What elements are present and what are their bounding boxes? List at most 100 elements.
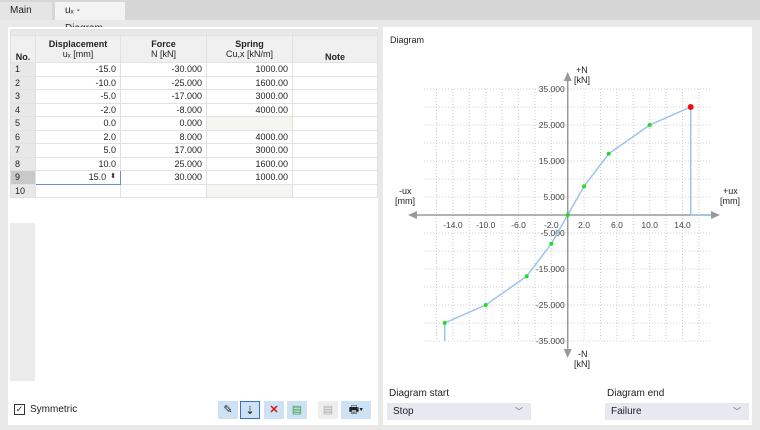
y-tick-label: 35.000	[539, 84, 565, 94]
data-point	[606, 151, 611, 156]
force-cell[interactable]: 17.000	[120, 143, 207, 158]
note-cell[interactable]	[292, 183, 378, 198]
row-number[interactable]: 4	[10, 102, 36, 117]
spinner-icon[interactable]: ⬍	[110, 173, 116, 181]
row-number[interactable]: 8	[10, 156, 36, 171]
displacement-cell[interactable]: -10.0	[35, 75, 121, 90]
row-number[interactable]: 6	[10, 129, 36, 144]
spring-cell[interactable]: 1600.00	[206, 75, 293, 90]
checkbox-icon[interactable]: ✓	[14, 404, 25, 415]
pos-n-label: +N	[576, 65, 588, 75]
spring-cell[interactable]: 3000.00	[206, 89, 293, 104]
force-cell[interactable]: 0.000	[120, 116, 207, 131]
spring-cell[interactable]: 1600.00	[206, 156, 293, 171]
sort-button[interactable]: ⇣	[240, 401, 260, 419]
tab-main[interactable]: Main	[0, 2, 52, 20]
x-tick-label: -10.0	[476, 220, 496, 230]
data-point	[549, 241, 554, 246]
table-row[interactable]: 1 -15.0 -30.000 1000.00	[10, 62, 378, 77]
x-tick-label: 2.0	[578, 220, 590, 230]
displacement-cell[interactable]	[35, 183, 121, 198]
displacement-cell[interactable]: ⬍ 15.0	[35, 170, 121, 185]
table-row[interactable]: 8 10.0 25.000 1600.00	[10, 156, 378, 171]
force-cell[interactable]: -30.000	[120, 62, 207, 77]
y-tick-label: 15.000	[539, 156, 565, 166]
print-button[interactable]: 🖶▾	[341, 401, 371, 419]
x-tick-label: 6.0	[611, 220, 623, 230]
spring-cell[interactable]: 4000.00	[206, 102, 293, 117]
displacement-cell[interactable]: 2.0	[35, 129, 121, 144]
y-tick-label: -25.000	[536, 300, 565, 310]
note-cell[interactable]	[292, 89, 378, 104]
force-cell[interactable]: 25.000	[120, 156, 207, 171]
table-row[interactable]: 3 -5.0 -17.000 3000.00	[10, 89, 378, 104]
table-row[interactable]: 9 ⬍ 15.0 30.000 1000.00	[10, 170, 378, 185]
row-number[interactable]: 1	[10, 62, 36, 77]
note-cell[interactable]	[292, 116, 378, 131]
displacement-cell[interactable]: -5.0	[35, 89, 121, 104]
table-row[interactable]: 2 -10.0 -25.000 1600.00	[10, 75, 378, 90]
table-row[interactable]: 4 -2.0 -8.000 4000.00	[10, 102, 378, 117]
row-number[interactable]: 3	[10, 89, 36, 104]
note-cell[interactable]	[292, 75, 378, 90]
note-cell[interactable]	[292, 143, 378, 158]
edit-button[interactable]: ✎	[218, 401, 238, 419]
displacement-cell[interactable]: -15.0	[35, 62, 121, 77]
x-tick-label: -14.0	[443, 220, 463, 230]
displacement-cell[interactable]: -2.0	[35, 102, 121, 117]
y-tick-label: -35.000	[536, 336, 565, 346]
pos-u-unit: [mm]	[720, 196, 740, 206]
force-cell[interactable]: -8.000	[120, 102, 207, 117]
note-cell[interactable]	[292, 62, 378, 77]
displacement-cell[interactable]: 5.0	[35, 143, 121, 158]
data-point	[647, 123, 652, 127]
table-row[interactable]: 5 0.0 0.000	[10, 116, 378, 131]
symmetric-checkbox[interactable]: ✓ Symmetric	[14, 404, 77, 415]
force-cell[interactable]: -17.000	[120, 89, 207, 104]
row-header-filler	[10, 223, 35, 381]
spring-cell[interactable]: 3000.00	[206, 143, 293, 158]
table-row[interactable]: 10	[10, 183, 378, 198]
diagram-panel: Diagram -14.0 -10.0 -6.0 -2.0 2.0 6.0 10.0 14.0…	[383, 27, 752, 425]
row-number[interactable]: 9	[10, 170, 36, 185]
spring-cell[interactable]: 1000.00	[206, 170, 293, 185]
note-cell[interactable]	[292, 170, 378, 185]
spring-cell[interactable]	[206, 183, 293, 198]
export-button[interactable]: ▤	[287, 401, 307, 419]
y-tick-label: -5.000	[541, 228, 565, 238]
note-cell[interactable]	[292, 156, 378, 171]
data-point	[524, 274, 529, 279]
tab-ux-diagram[interactable]: uₓ - Diagram	[55, 2, 125, 34]
table-row[interactable]: 6 2.0 8.000 4000.00	[10, 129, 378, 144]
spring-cell[interactable]: 1000.00	[206, 62, 293, 77]
header-no: No.	[10, 35, 36, 63]
row-number[interactable]: 5	[10, 116, 36, 131]
diagram-end-select[interactable]: Failure ﹀	[605, 403, 749, 420]
force-cell[interactable]: 8.000	[120, 129, 207, 144]
pos-u-label: +ux	[723, 186, 738, 196]
note-cell[interactable]	[292, 129, 378, 144]
spring-cell[interactable]: 4000.00	[206, 129, 293, 144]
note-cell[interactable]	[292, 102, 378, 117]
row-number[interactable]: 7	[10, 143, 36, 158]
x-tick-label: -2.0	[544, 220, 559, 230]
tab-bar: Main uₓ - Diagram	[0, 0, 760, 34]
delete-button[interactable]: ✕	[264, 401, 284, 419]
displacement-cell[interactable]: 0.0	[35, 116, 121, 131]
force-cell[interactable]: -25.000	[120, 75, 207, 90]
neg-n-unit: [kN]	[574, 359, 591, 369]
data-point	[565, 213, 570, 217]
y-tick-label: 5.000	[543, 192, 565, 202]
y-tick-label: -15.000	[536, 264, 565, 274]
spring-cell[interactable]	[206, 116, 293, 131]
copy-button[interactable]: ▤	[318, 401, 338, 419]
neg-n-label: -N	[578, 349, 588, 359]
displacement-cell[interactable]: 10.0	[35, 156, 121, 171]
row-number[interactable]: 2	[10, 75, 36, 90]
force-cell[interactable]	[120, 183, 207, 198]
row-number[interactable]: 10	[10, 183, 36, 198]
data-point	[442, 321, 447, 325]
table-row[interactable]: 7 5.0 17.000 3000.00	[10, 143, 378, 158]
diagram-start-select[interactable]: Stop ﹀	[387, 403, 531, 420]
force-cell[interactable]: 30.000	[120, 170, 207, 185]
